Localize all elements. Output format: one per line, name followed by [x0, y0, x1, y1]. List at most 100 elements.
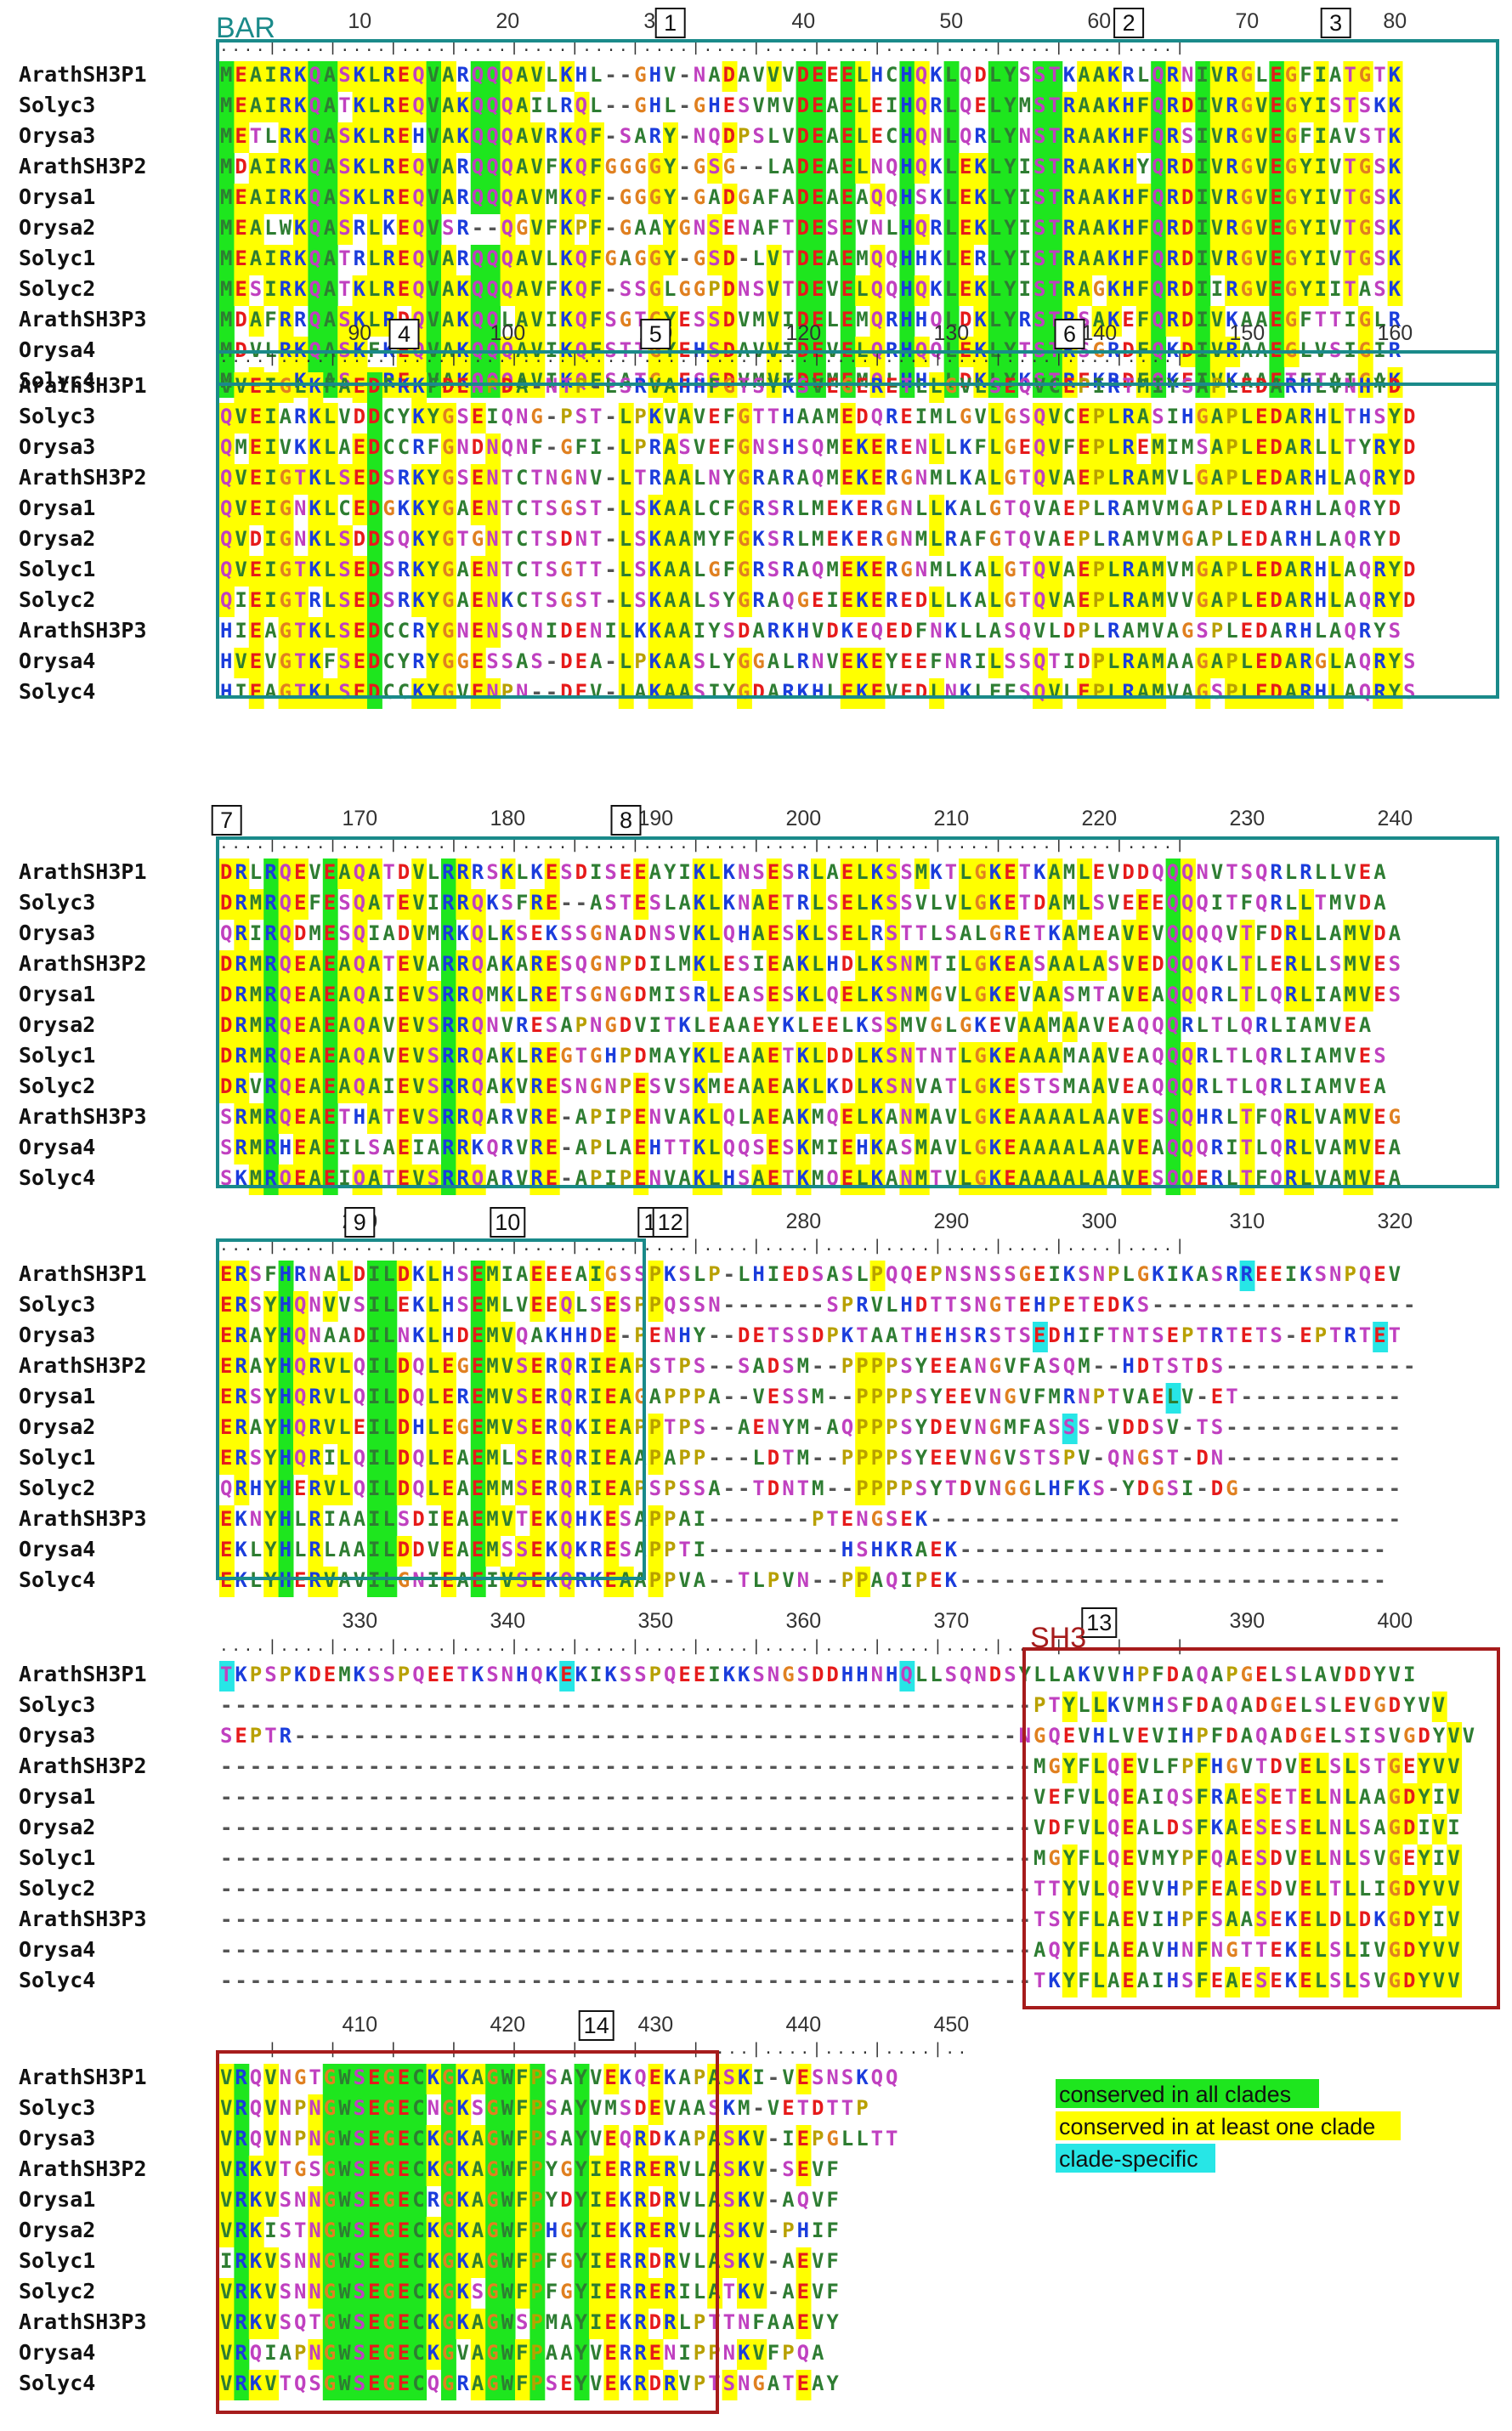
residue: P: [575, 216, 587, 240]
residue: I: [1344, 308, 1356, 332]
residue: M: [1048, 1013, 1060, 1037]
residue: L: [338, 1354, 350, 1378]
residue: L: [708, 860, 720, 884]
ruler-number: 180: [490, 807, 525, 830]
residue: I: [1285, 1262, 1297, 1286]
residue: R: [1004, 921, 1016, 945]
residue: S: [560, 1074, 572, 1098]
residue: V: [1019, 983, 1031, 1006]
residue: I: [264, 94, 276, 117]
residue: G: [560, 496, 572, 520]
residue: S: [1389, 952, 1401, 976]
residue: N: [486, 527, 498, 551]
residue: M: [486, 1415, 498, 1439]
residue: P: [871, 1476, 883, 1500]
residue: A: [797, 405, 810, 428]
residue: -: [604, 185, 616, 209]
residue: N: [664, 1323, 676, 1347]
residue: K: [1389, 246, 1402, 270]
residue: V: [235, 527, 246, 551]
residue: L: [856, 94, 868, 117]
residue: P: [678, 1385, 690, 1408]
residue: G: [590, 921, 602, 945]
residue: G: [560, 435, 572, 459]
residue: G: [1226, 1476, 1237, 1500]
residue: A: [664, 496, 677, 520]
residue: K: [294, 246, 307, 270]
residue: I: [1300, 1044, 1311, 1068]
residue: V: [664, 405, 676, 428]
residue: T: [1048, 277, 1060, 301]
residue: N: [604, 1074, 616, 1098]
residue: V: [752, 63, 764, 87]
residue: E: [841, 155, 853, 178]
residue: E: [546, 952, 558, 976]
residue: Q: [738, 1136, 750, 1159]
residue: E: [220, 1385, 232, 1408]
residue: V: [1167, 588, 1179, 612]
residue: E: [812, 246, 824, 270]
residue: -: [708, 1354, 720, 1378]
residue: V: [428, 185, 439, 209]
residue: N: [738, 216, 750, 240]
residue: K: [989, 1105, 1002, 1129]
residue: L: [1078, 952, 1090, 976]
residue: R: [974, 246, 987, 270]
residue: S: [1152, 1105, 1164, 1129]
residue: A: [1078, 1074, 1090, 1098]
residue: E: [960, 1385, 971, 1408]
residue: H: [826, 952, 838, 976]
residue: S: [604, 891, 616, 915]
residue: S: [1033, 94, 1045, 117]
residue: T: [782, 246, 794, 270]
residue: D: [1181, 246, 1193, 270]
residue: L: [1255, 63, 1267, 87]
residue: D: [797, 155, 809, 178]
ruler-number: 130: [933, 321, 969, 345]
residue: N: [309, 1293, 320, 1317]
residue: E: [708, 405, 720, 428]
residue: C: [382, 649, 394, 673]
residue: T: [678, 1136, 690, 1159]
residue: G: [738, 680, 750, 704]
residue: P: [1093, 435, 1105, 459]
residue: G: [738, 185, 750, 209]
residue: L: [620, 649, 631, 673]
residue: N: [309, 1262, 320, 1286]
residue: R: [235, 891, 247, 915]
residue: S: [368, 1136, 380, 1159]
residue: G: [1241, 277, 1253, 301]
residue: V: [501, 1013, 513, 1037]
residue: V: [664, 1074, 676, 1098]
residue: A: [486, 1105, 499, 1129]
residue: E: [398, 1136, 410, 1159]
ruler-number: 150: [1229, 321, 1265, 345]
residue: R: [456, 891, 469, 915]
residue: E: [812, 155, 824, 178]
residue: E: [871, 558, 883, 581]
residue: G: [620, 155, 631, 178]
residue: A: [1033, 983, 1046, 1006]
residue-highlight: [485, 61, 501, 92]
residue: A: [1078, 94, 1090, 117]
residue: -: [1270, 1476, 1282, 1500]
residue: P: [1226, 680, 1237, 704]
residue: K: [486, 891, 499, 915]
residue: I: [590, 435, 602, 459]
residue: H: [220, 649, 232, 673]
residue: V: [1033, 619, 1045, 643]
residue: S: [886, 891, 898, 915]
residue: M: [486, 1323, 498, 1347]
residue: P: [856, 1446, 868, 1470]
residue: I: [428, 891, 439, 915]
residue: Q: [1344, 527, 1356, 551]
residue-highlight: [441, 153, 456, 184]
residue: -: [723, 1293, 735, 1317]
residue-highlight: [559, 306, 575, 337]
residue: R: [1226, 246, 1238, 270]
residue: I: [264, 588, 276, 612]
residue: I: [250, 921, 262, 945]
residue: A: [516, 94, 529, 117]
